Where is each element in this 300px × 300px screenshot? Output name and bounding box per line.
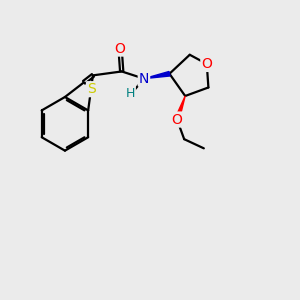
- Polygon shape: [175, 96, 185, 120]
- Text: S: S: [87, 82, 96, 96]
- Text: O: O: [115, 41, 125, 56]
- Text: O: O: [201, 57, 212, 71]
- Polygon shape: [144, 71, 170, 79]
- Text: H: H: [125, 86, 135, 100]
- Text: N: N: [139, 72, 149, 86]
- Text: O: O: [172, 112, 182, 127]
